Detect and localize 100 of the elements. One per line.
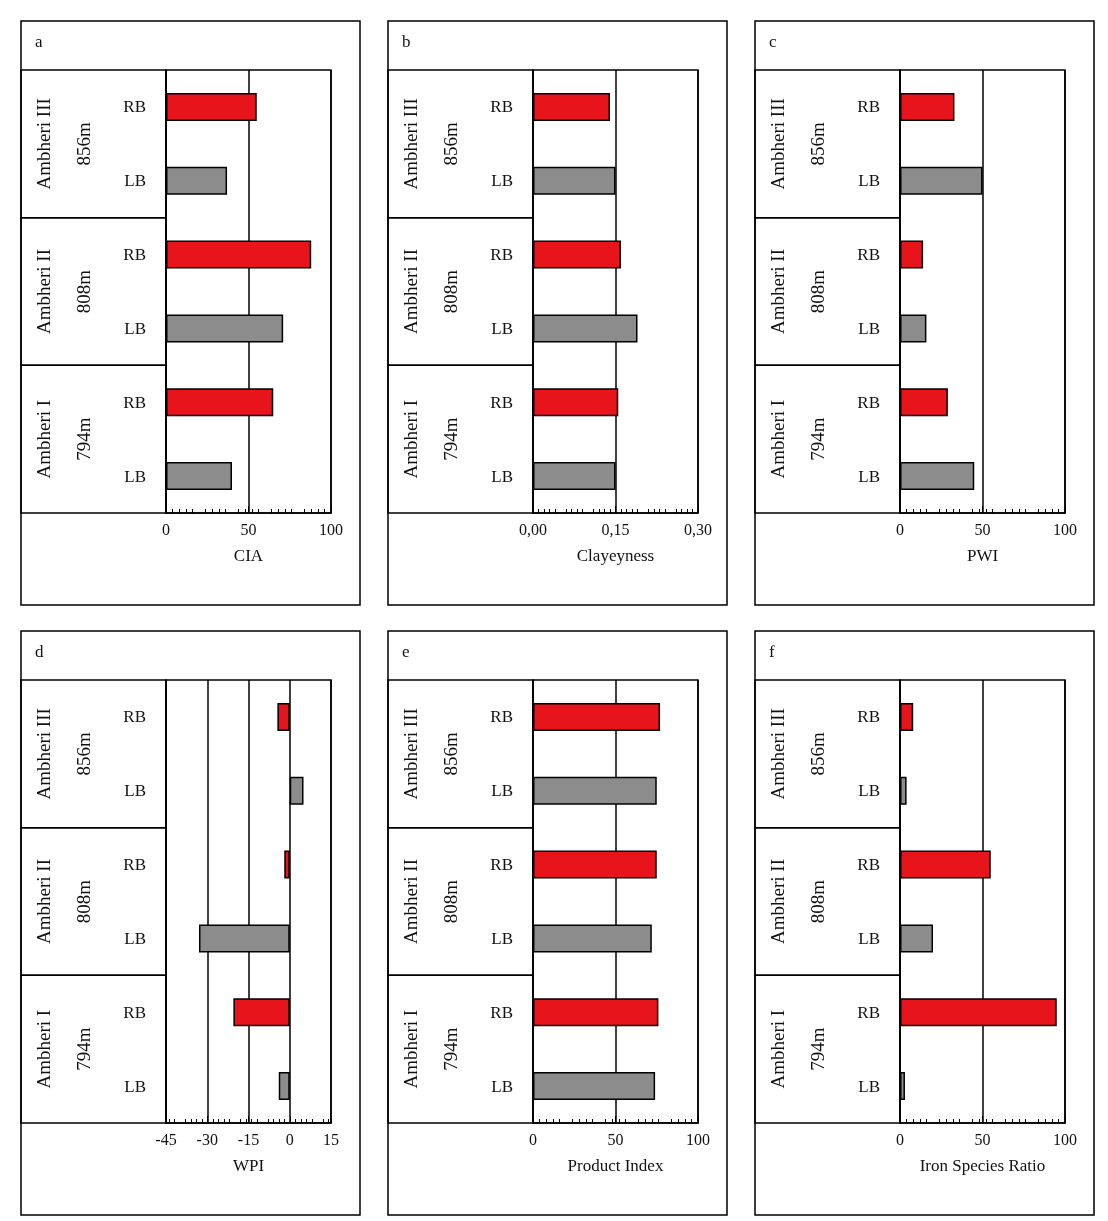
text: 794m bbox=[440, 417, 461, 461]
text: Ambheri II bbox=[33, 249, 54, 334]
text: 856m bbox=[440, 731, 461, 776]
text: 794m bbox=[73, 417, 94, 461]
y-tick-label: LB bbox=[491, 1076, 513, 1096]
y-tick-label: RB bbox=[123, 245, 146, 265]
x-axis-title: Product Index bbox=[567, 1156, 664, 1175]
text: Ambheri II bbox=[400, 249, 421, 334]
y-tick-label: LB bbox=[124, 781, 146, 801]
y-tick-label: LB bbox=[858, 318, 880, 338]
x-axis-title: Iron Species Ratio bbox=[919, 1156, 1046, 1175]
text: 856m bbox=[807, 121, 828, 166]
y-tick-label: LB bbox=[124, 171, 146, 191]
x-tick-label: -30 bbox=[196, 1130, 218, 1148]
x-tick-label: 0 bbox=[285, 1130, 294, 1148]
text: 856m bbox=[440, 121, 461, 166]
text: 808m bbox=[73, 879, 94, 924]
y-tick-label: RB bbox=[123, 1002, 146, 1022]
y-tick-label: LB bbox=[491, 318, 513, 338]
x-tick-label: 0,00 bbox=[519, 520, 547, 538]
text: Ambheri II bbox=[767, 859, 788, 944]
text: 794m bbox=[807, 417, 828, 461]
x-axis-title: Clayeyness bbox=[576, 546, 655, 565]
y-tick-label: RB bbox=[490, 1002, 513, 1022]
x-tick-label: 0,30 bbox=[684, 520, 712, 538]
x-tick-label: -45 bbox=[155, 1130, 177, 1148]
text: Ambheri II bbox=[400, 859, 421, 944]
x-axis-title: PWI bbox=[966, 546, 999, 565]
chart-title: b bbox=[402, 32, 411, 51]
x-axis-title: CIA bbox=[233, 546, 264, 565]
y-tick-label: RB bbox=[857, 392, 880, 412]
text: Ambheri I bbox=[400, 399, 421, 479]
text: 808m bbox=[807, 269, 828, 314]
text: 794m bbox=[73, 1027, 94, 1071]
x-axis-title: WPI bbox=[232, 1156, 265, 1175]
text: 808m bbox=[807, 879, 828, 924]
y-tick-label: RB bbox=[490, 855, 513, 875]
y-tick-label: LB bbox=[491, 466, 513, 486]
x-tick-label: 50 bbox=[240, 520, 257, 538]
text: Ambheri III bbox=[767, 708, 788, 800]
y-tick-label: RB bbox=[123, 855, 146, 875]
text: Ambheri II bbox=[33, 859, 54, 944]
text: 856m bbox=[73, 731, 94, 776]
text: 794m bbox=[440, 1027, 461, 1071]
y-tick-label: LB bbox=[491, 781, 513, 801]
y-tick-label: RB bbox=[123, 97, 146, 117]
y-tick-label: RB bbox=[123, 707, 146, 727]
y-tick-label: RB bbox=[123, 392, 146, 412]
y-tick-label: LB bbox=[124, 928, 146, 948]
y-tick-label: LB bbox=[491, 928, 513, 948]
text: Ambheri II bbox=[767, 249, 788, 334]
text: 808m bbox=[73, 269, 94, 314]
x-tick-label: 100 bbox=[1053, 1130, 1077, 1148]
text: 856m bbox=[73, 121, 94, 166]
x-tick-label: 50 bbox=[607, 1130, 624, 1148]
x-tick-label: 0,15 bbox=[601, 520, 630, 538]
text: Ambheri III bbox=[400, 708, 421, 800]
text: 808m bbox=[440, 879, 461, 924]
x-tick-label: 0 bbox=[162, 520, 170, 538]
y-tick-label: LB bbox=[858, 466, 880, 486]
text: 808m bbox=[440, 269, 461, 314]
text: Ambheri I bbox=[767, 399, 788, 479]
text: Ambheri III bbox=[33, 708, 54, 800]
text: 794m bbox=[807, 1027, 828, 1071]
chart-title: d bbox=[35, 642, 44, 661]
x-tick-label: 100 bbox=[1053, 520, 1077, 538]
y-tick-label: LB bbox=[858, 1076, 880, 1096]
y-tick-label: RB bbox=[490, 97, 513, 117]
text: Ambheri I bbox=[767, 1009, 788, 1089]
y-tick-label: LB bbox=[124, 318, 146, 338]
chart-title: f bbox=[769, 642, 775, 661]
chart-title: a bbox=[35, 32, 43, 51]
y-tick-label: LB bbox=[858, 781, 880, 801]
y-tick-label: LB bbox=[858, 928, 880, 948]
x-tick-label: 0 bbox=[896, 1130, 904, 1148]
x-tick-label: 100 bbox=[686, 1130, 710, 1148]
y-tick-label: LB bbox=[491, 171, 513, 191]
y-tick-label: RB bbox=[857, 855, 880, 875]
y-tick-label: LB bbox=[124, 1076, 146, 1096]
y-tick-label: RB bbox=[490, 707, 513, 727]
text: Ambheri I bbox=[33, 1009, 54, 1089]
y-tick-label: RB bbox=[857, 707, 880, 727]
y-tick-label: RB bbox=[857, 245, 880, 265]
chart-title: c bbox=[769, 32, 777, 51]
text: 856m bbox=[807, 731, 828, 776]
x-tick-label: 100 bbox=[319, 520, 343, 538]
x-tick-label: -15 bbox=[237, 1130, 260, 1148]
y-tick-label: RB bbox=[490, 245, 513, 265]
y-tick-label: LB bbox=[858, 171, 880, 191]
y-tick-label: RB bbox=[857, 1002, 880, 1022]
chart-title: e bbox=[402, 642, 410, 661]
text: Ambheri III bbox=[400, 98, 421, 190]
y-tick-label: RB bbox=[857, 97, 880, 117]
y-tick-label: RB bbox=[490, 392, 513, 412]
x-tick-label: 50 bbox=[974, 1130, 991, 1148]
x-tick-label: 50 bbox=[974, 520, 991, 538]
x-tick-label: 0 bbox=[529, 1130, 537, 1148]
text: Ambheri I bbox=[33, 399, 54, 479]
x-tick-label: 15 bbox=[323, 1130, 339, 1148]
text: Ambheri I bbox=[400, 1009, 421, 1089]
